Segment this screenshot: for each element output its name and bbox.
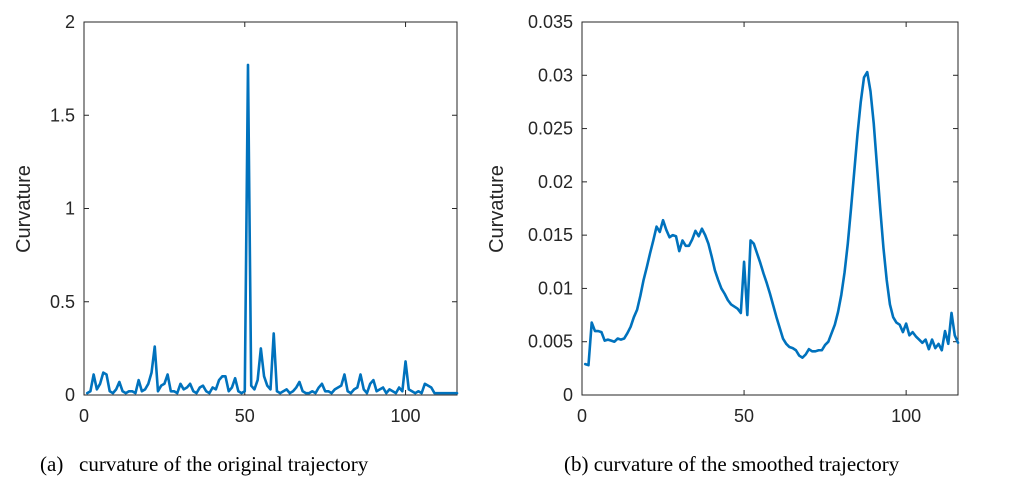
- panel-a-ytick-label: 1.5: [50, 105, 75, 125]
- panel-a-ytick-label: 0.5: [50, 292, 75, 312]
- panel-a-xtick-label: 100: [391, 406, 421, 426]
- panel-b-xtick-label: 100: [891, 406, 921, 426]
- panel-b-ylabel: Curvature: [486, 165, 508, 253]
- panel-b-ytick-label: 0.035: [528, 12, 573, 32]
- panel-b-xtick-label: 0: [577, 406, 587, 426]
- panel-b-ytick-label: 0.01: [538, 278, 573, 298]
- panel-a-xtick-label: 0: [79, 406, 89, 426]
- panel-b-marks: 0 0.005 0.01 0.015 0.02 0.025 0.03 0.035 0 50 100: [528, 12, 960, 426]
- panel-b-ytick-label: 0.015: [528, 225, 573, 245]
- panel-a-marks: 0 0.5 1 1.5 2 0 50 100: [50, 12, 459, 426]
- panel-a-xtick-label: 50: [235, 406, 255, 426]
- panel-b-ytick-label: 0.03: [538, 65, 573, 85]
- panel-a-ytick-label: 0: [65, 385, 75, 405]
- panel-a-ylabel: Curvature: [13, 165, 35, 253]
- panel-a-series-line: [85, 63, 459, 395]
- panel-a-caption: (a) curvature of the original trajectory: [40, 452, 369, 476]
- panel-b-ytick-label: 0: [563, 385, 573, 405]
- panel-b-caption: (b) curvature of the smoothed trajectory: [564, 452, 900, 476]
- panel-b-series-line: [583, 70, 960, 367]
- panel-a-plot-frame: [83, 21, 458, 396]
- panel-a-ytick-label: 1: [65, 199, 75, 219]
- panel-b-xtick-label: 50: [734, 406, 754, 426]
- panel-a-ytick-label: 2: [65, 12, 75, 32]
- panel-b-plot-frame: [581, 21, 959, 396]
- panel-b-ytick-label: 0.005: [528, 332, 573, 352]
- panel-a: 0 0.5 1 1.5 2 0 50 100 Curvature (a) curvature …: [13, 12, 459, 476]
- panel-b-ytick-label: 0.02: [538, 172, 573, 192]
- panel-b-ytick-label: 0.025: [528, 119, 573, 139]
